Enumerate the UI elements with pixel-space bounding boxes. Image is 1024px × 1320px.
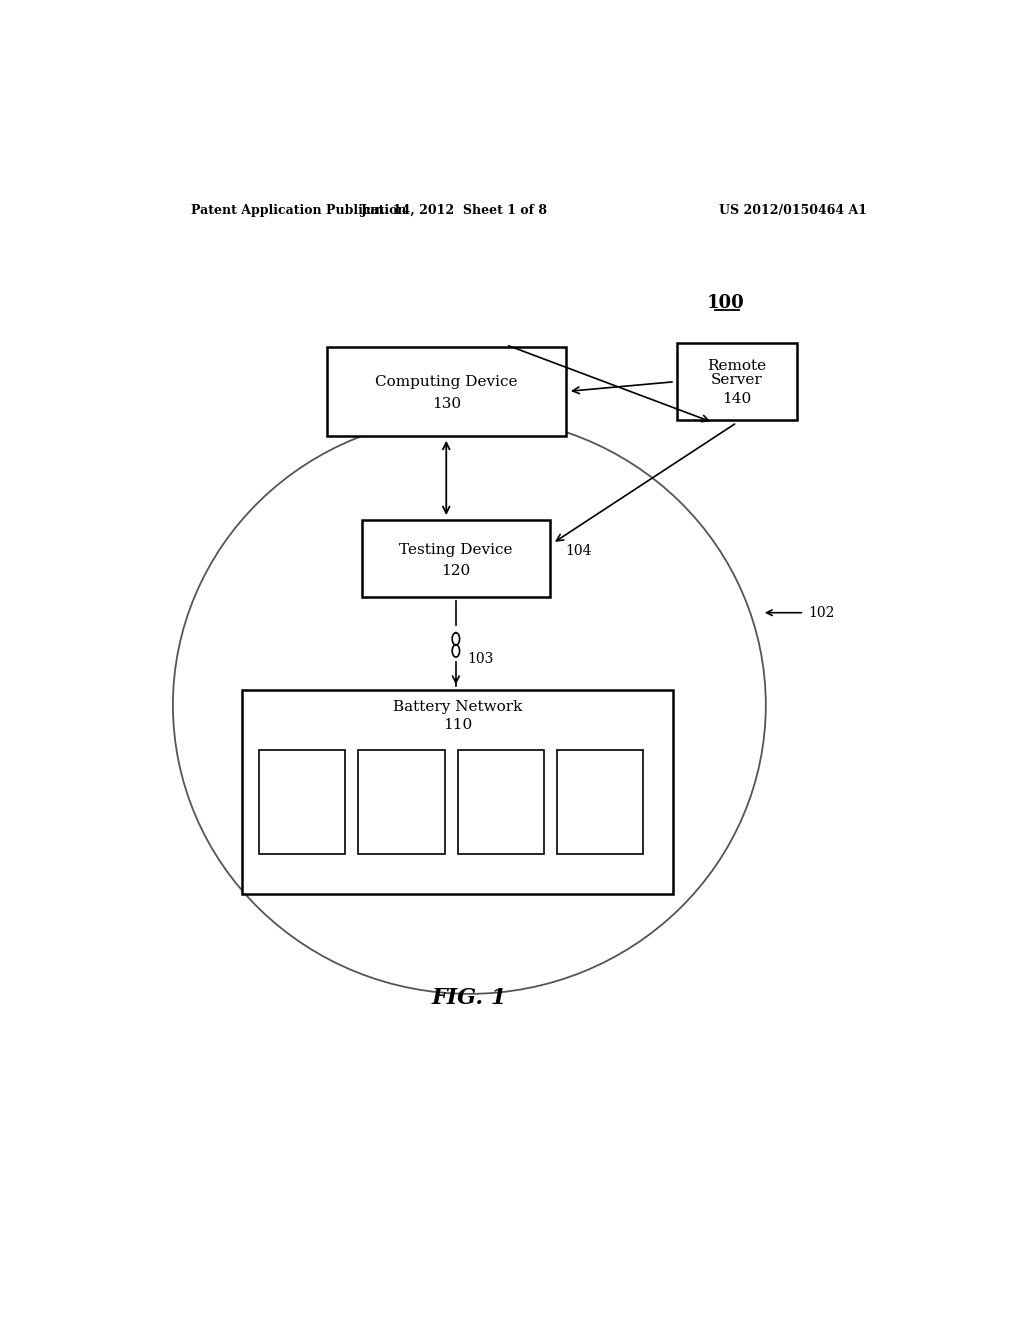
- Text: Battery: Battery: [475, 781, 527, 795]
- Text: 112d: 112d: [583, 804, 618, 818]
- Bar: [361, 520, 550, 598]
- Text: Server: Server: [711, 374, 763, 387]
- Text: 112b: 112b: [384, 804, 419, 818]
- Text: Battery: Battery: [574, 781, 627, 795]
- Text: 140: 140: [722, 392, 752, 405]
- Text: 102: 102: [808, 606, 835, 619]
- Bar: [243, 689, 674, 894]
- Text: 104: 104: [565, 544, 592, 558]
- Bar: [458, 750, 544, 854]
- Text: 103: 103: [467, 652, 494, 665]
- Text: 120: 120: [441, 564, 470, 578]
- Bar: [358, 750, 444, 854]
- Text: Battery: Battery: [376, 781, 428, 795]
- Text: 100: 100: [707, 294, 744, 312]
- Text: Patent Application Publication: Patent Application Publication: [190, 205, 407, 218]
- Text: Remote: Remote: [708, 359, 767, 374]
- Text: 110: 110: [443, 718, 472, 733]
- Text: Computing Device: Computing Device: [375, 375, 517, 389]
- Bar: [327, 347, 565, 436]
- Text: Battery Network: Battery Network: [393, 700, 522, 714]
- Text: 112a: 112a: [285, 804, 319, 818]
- Text: US 2012/0150464 A1: US 2012/0150464 A1: [719, 205, 866, 218]
- Bar: [677, 343, 797, 420]
- Bar: [557, 750, 643, 854]
- Text: Testing Device: Testing Device: [399, 543, 513, 557]
- Text: 130: 130: [432, 396, 461, 411]
- Bar: [259, 750, 345, 854]
- Text: Battery: Battery: [276, 781, 329, 795]
- Text: Jun. 14, 2012  Sheet 1 of 8: Jun. 14, 2012 Sheet 1 of 8: [360, 205, 548, 218]
- Text: FIG. 1: FIG. 1: [432, 987, 507, 1008]
- Text: 112c: 112c: [483, 804, 518, 818]
